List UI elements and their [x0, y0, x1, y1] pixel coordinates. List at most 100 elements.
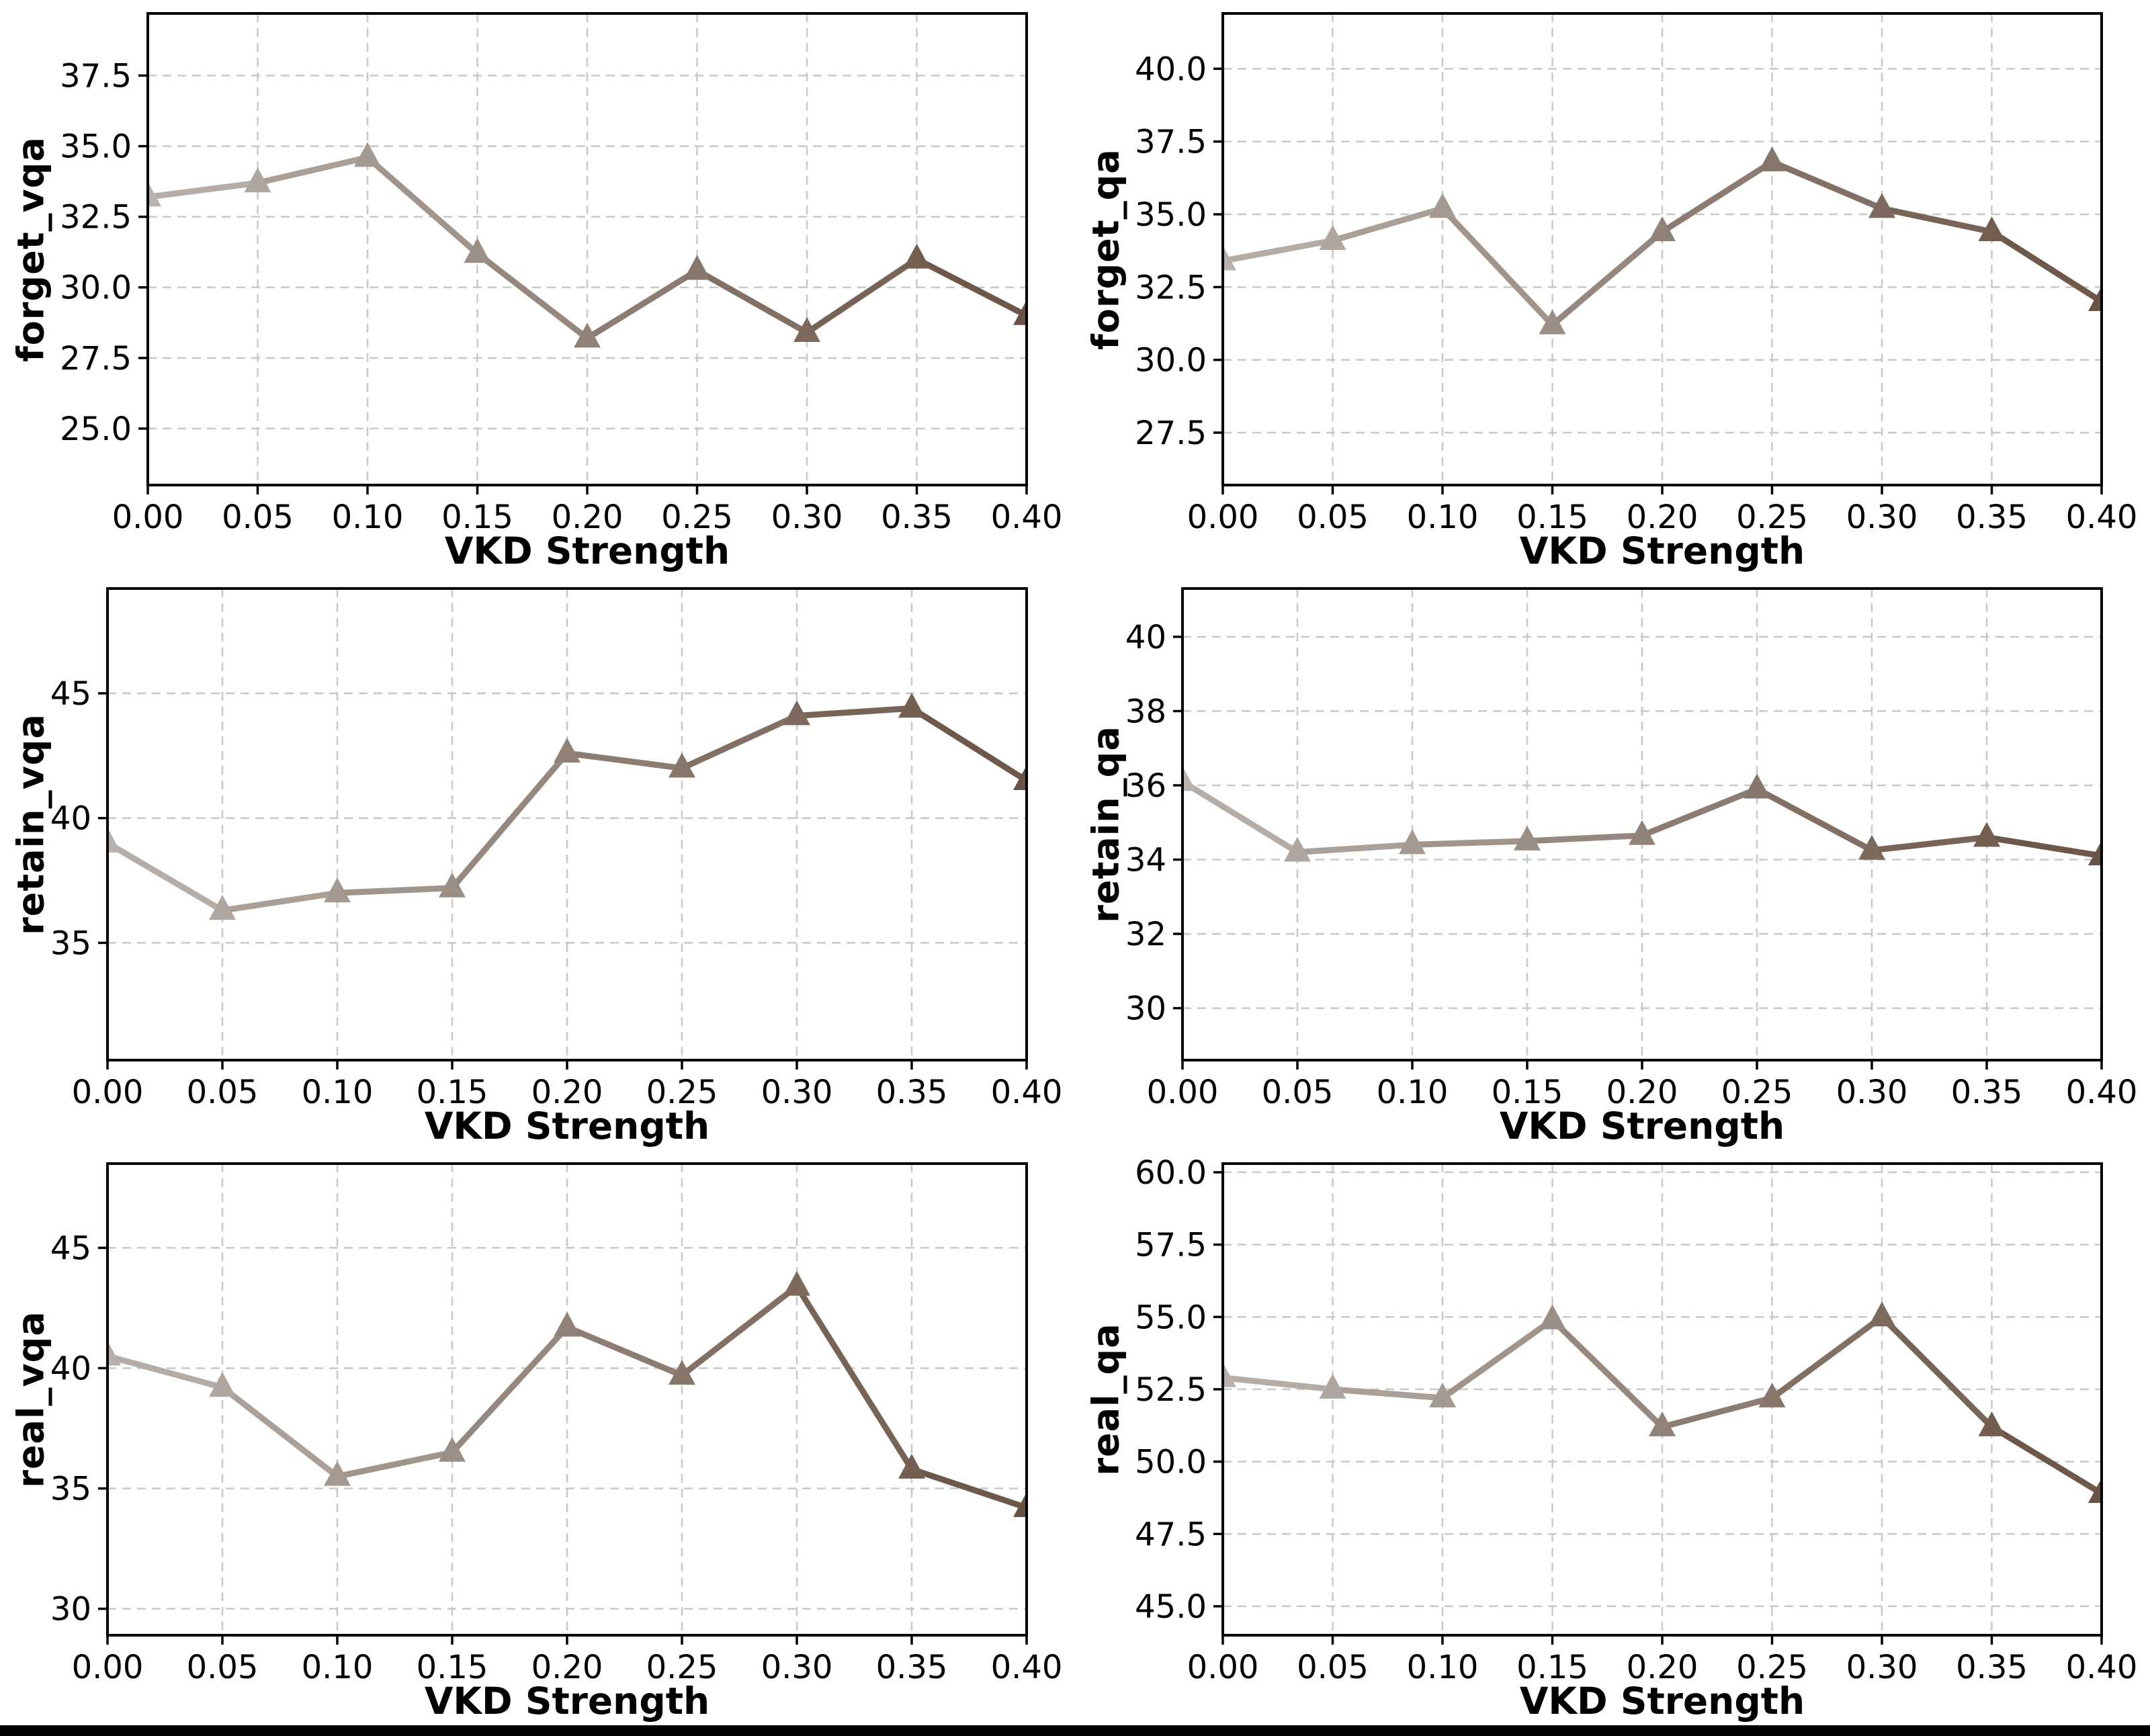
x-axis-label: VKD Strength	[1499, 1104, 1785, 1147]
svg-text:0.40: 0.40	[991, 498, 1063, 536]
svg-text:0.40: 0.40	[2066, 1074, 2138, 1111]
svg-text:45: 45	[50, 675, 91, 713]
y-axis-label: retain_qa	[1084, 726, 1127, 923]
svg-text:0.10: 0.10	[302, 1649, 374, 1686]
svg-text:0.10: 0.10	[1377, 1074, 1449, 1111]
svg-text:60.0: 60.0	[1135, 1154, 1207, 1192]
svg-text:0.05: 0.05	[187, 1074, 259, 1111]
y-axis-label: forget_qa	[1084, 148, 1127, 350]
svg-text:30.0: 30.0	[60, 269, 132, 307]
svg-text:0.05: 0.05	[1262, 1074, 1334, 1111]
svg-text:0.05: 0.05	[222, 498, 294, 536]
x-axis-label: VKD Strength	[424, 1680, 710, 1723]
svg-text:0.15: 0.15	[417, 1074, 488, 1111]
svg-text:40.0: 40.0	[1135, 50, 1207, 88]
svg-text:0.35: 0.35	[881, 498, 953, 536]
svg-text:25.0: 25.0	[60, 410, 132, 448]
svg-text:34: 34	[1125, 842, 1166, 879]
svg-text:57.5: 57.5	[1135, 1227, 1207, 1264]
subplot-forget-qa: 0.00 0.05 0.10 0.15 0.20 0.25 0.30 0.35 0.40 27.5…	[1075, 0, 2150, 575]
svg-text:30: 30	[50, 1591, 91, 1629]
svg-text:37.5: 37.5	[1135, 124, 1207, 161]
svg-text:40: 40	[50, 1350, 91, 1387]
svg-text:0.25: 0.25	[661, 498, 733, 536]
forget-qa-plot-area: 0.00 0.05 0.10 0.15 0.20 0.25 0.30 0.35 0.40 27.5…	[1135, 12, 2138, 536]
svg-text:35.0: 35.0	[60, 128, 132, 166]
svg-text:0.25: 0.25	[1736, 498, 1808, 536]
bottom-border-bar	[0, 1725, 2150, 1736]
svg-text:0.20: 0.20	[1627, 1649, 1698, 1686]
svg-text:0.30: 0.30	[1846, 498, 1918, 536]
y-axis-label: retain_vqa	[9, 713, 52, 935]
svg-text:0.35: 0.35	[1951, 1074, 2023, 1111]
subplot-real-vqa: 0.00 0.05 0.10 0.15 0.20 0.25 0.30 0.35 0.40 30 35…	[0, 1150, 1075, 1725]
svg-text:0.25: 0.25	[646, 1649, 718, 1686]
retain-qa-plot-area: 0.00 0.05 0.10 0.15 0.20 0.25 0.30 0.35 0.40 30 32…	[1125, 587, 2138, 1111]
svg-text:0.30: 0.30	[761, 1649, 833, 1686]
svg-text:0.40: 0.40	[2066, 1649, 2138, 1686]
svg-text:0.00: 0.00	[1147, 1074, 1219, 1111]
svg-text:0.40: 0.40	[991, 1649, 1063, 1686]
svg-text:0.30: 0.30	[1846, 1649, 1918, 1686]
svg-text:40: 40	[50, 800, 91, 838]
svg-text:35.0: 35.0	[1135, 196, 1207, 234]
svg-text:0.00: 0.00	[112, 498, 184, 536]
svg-text:37.5: 37.5	[60, 57, 132, 95]
svg-text:40: 40	[1125, 619, 1166, 656]
real-vqa-plot-area: 0.00 0.05 0.10 0.15 0.20 0.25 0.30 0.35 0.40 30 35…	[50, 1162, 1063, 1686]
svg-text:0.20: 0.20	[1606, 1074, 1678, 1111]
x-axis-label: VKD Strength	[1519, 529, 1805, 572]
retain-vqa-plot-area: 0.00 0.05 0.10 0.15 0.20 0.25 0.30 0.35 0.40 35 40…	[50, 587, 1062, 1111]
svg-text:0.15: 0.15	[417, 1649, 488, 1686]
svg-text:47.5: 47.5	[1135, 1516, 1207, 1553]
svg-text:0.35: 0.35	[876, 1074, 948, 1111]
svg-text:52.5: 52.5	[1135, 1371, 1207, 1409]
svg-text:30.0: 30.0	[1135, 342, 1207, 380]
x-axis-label: VKD Strength	[424, 1104, 710, 1147]
svg-text:0.05: 0.05	[187, 1649, 259, 1686]
svg-text:0.15: 0.15	[1492, 1074, 1563, 1111]
svg-text:0.10: 0.10	[302, 1074, 374, 1111]
svg-text:0.15: 0.15	[1516, 498, 1588, 536]
svg-text:0.15: 0.15	[1516, 1649, 1588, 1686]
svg-text:35: 35	[50, 924, 91, 962]
svg-text:32.5: 32.5	[1135, 269, 1207, 306]
svg-text:0.00: 0.00	[1187, 1649, 1259, 1686]
svg-text:0.35: 0.35	[1956, 1649, 2028, 1686]
svg-text:0.00: 0.00	[1187, 498, 1259, 536]
subplot-retain-vqa: 0.00 0.05 0.10 0.15 0.20 0.25 0.30 0.35 0.40 35 40…	[0, 575, 1075, 1150]
svg-text:0.15: 0.15	[441, 498, 513, 536]
svg-text:45: 45	[50, 1229, 91, 1267]
svg-text:35: 35	[50, 1471, 91, 1508]
svg-text:36: 36	[1125, 767, 1166, 805]
subplot-real-qa: 0.00 0.05 0.10 0.15 0.20 0.25 0.30 0.35 0.40 45.0…	[1075, 1150, 2150, 1725]
svg-text:0.35: 0.35	[1956, 498, 2028, 536]
svg-text:0.10: 0.10	[332, 498, 404, 536]
svg-text:0.30: 0.30	[761, 1074, 833, 1111]
real-qa-plot-area: 0.00 0.05 0.10 0.15 0.20 0.25 0.30 0.35 0.40 45.0…	[1135, 1154, 2138, 1686]
svg-text:0.10: 0.10	[1407, 1649, 1479, 1686]
svg-text:27.5: 27.5	[1135, 415, 1207, 452]
svg-text:32.5: 32.5	[60, 199, 132, 236]
subplot-forget-vqa: 0.00 0.05 0.10 0.15 0.20 0.25 0.30 0.35 0.40 25.0…	[0, 0, 1075, 575]
svg-text:0.30: 0.30	[771, 498, 843, 536]
svg-text:0.25: 0.25	[1721, 1074, 1793, 1111]
svg-text:0.25: 0.25	[646, 1074, 718, 1111]
subplot-retain-qa: 0.00 0.05 0.10 0.15 0.20 0.25 0.30 0.35 0.40 30 32…	[1075, 575, 2150, 1150]
svg-text:32: 32	[1125, 916, 1166, 953]
svg-text:0.05: 0.05	[1297, 498, 1369, 536]
svg-text:0.00: 0.00	[72, 1074, 144, 1111]
svg-text:0.20: 0.20	[552, 498, 624, 536]
x-axis-label: VKD Strength	[1519, 1680, 1805, 1723]
forget-vqa-plot-area: 0.00 0.05 0.10 0.15 0.20 0.25 0.30 0.35 0.40 25.0…	[60, 12, 1063, 536]
svg-text:45.0: 45.0	[1135, 1588, 1207, 1626]
svg-text:0.00: 0.00	[72, 1649, 144, 1686]
svg-text:0.20: 0.20	[531, 1649, 603, 1686]
svg-text:0.30: 0.30	[1836, 1074, 1908, 1111]
svg-text:0.10: 0.10	[1407, 498, 1479, 536]
svg-text:30: 30	[1125, 990, 1166, 1028]
svg-text:0.40: 0.40	[2066, 498, 2138, 536]
svg-text:0.05: 0.05	[1297, 1649, 1369, 1686]
